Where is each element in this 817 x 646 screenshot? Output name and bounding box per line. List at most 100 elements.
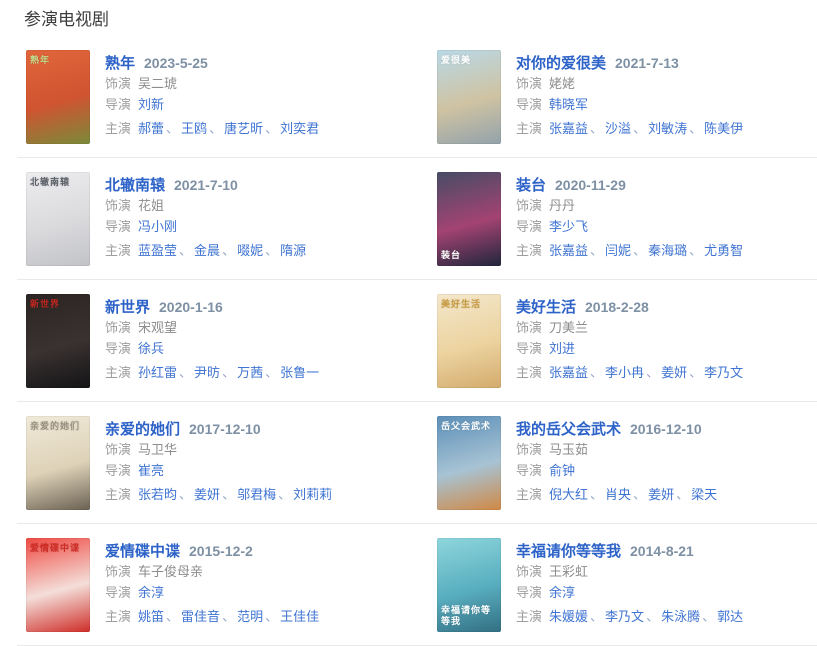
person-link[interactable]: 秦海璐 — [648, 243, 688, 258]
drama-poster[interactable]: 北辙南辕 — [26, 172, 90, 266]
title-line: 北辙南辕 2021-7-10 — [105, 176, 406, 195]
drama-poster[interactable]: 美好生活 — [437, 294, 501, 388]
starring-links: 张嘉益、李小冉、姜妍、李乃文 — [549, 365, 743, 380]
person-link[interactable]: 孙红雷 — [138, 365, 178, 380]
person-link[interactable]: 刘奕君 — [280, 121, 320, 136]
drama-card: 亲爱的她们 亲爱的她们 2017-12-10 饰演 马卫华 导演 崔亮 主演 张若昀、姜… — [26, 402, 406, 523]
person-link[interactable]: 姜妍 — [648, 487, 675, 502]
person-link[interactable]: 啜妮 — [237, 243, 264, 258]
person-link[interactable]: 隋源 — [280, 243, 307, 258]
person-link[interactable]: 沙溢 — [605, 121, 632, 136]
poster-title-text: 幸福请你等等我 — [441, 605, 492, 626]
person-link[interactable]: 尤勇智 — [704, 243, 744, 258]
person-link[interactable]: 万茜 — [237, 365, 264, 380]
drama-title-link[interactable]: 我的岳父会武术 — [516, 421, 622, 438]
person-link[interactable]: 陈美伊 — [704, 121, 744, 136]
person-link[interactable]: 朱媛媛 — [549, 609, 589, 624]
drama-title-link[interactable]: 幸福请你等等我 — [516, 543, 622, 560]
drama-title-link[interactable]: 新世界 — [105, 299, 151, 316]
title-line: 美好生活 2018-2-28 — [516, 298, 817, 317]
role-value: 王彩虹 — [549, 564, 589, 579]
person-link[interactable]: 郝蕾 — [138, 121, 165, 136]
starring-line: 主演 倪大红、肖央、姜妍、梁天 — [516, 484, 817, 505]
drama-poster[interactable]: 岳父会武术 — [437, 416, 501, 510]
role-line: 饰演 王彩虹 — [516, 561, 817, 582]
drama-title-link[interactable]: 装台 — [516, 177, 547, 194]
person-link[interactable]: 姚笛 — [138, 609, 165, 624]
person-link[interactable]: 唐艺昕 — [224, 121, 264, 136]
drama-card: 幸福请你等等我 幸福请你等等我 2014-8-21 饰演 王彩虹 导演 余淳 主演 朱媛… — [437, 524, 817, 645]
poster-title-text: 美好生活 — [441, 299, 482, 309]
person-link[interactable]: 刘莉莉 — [293, 487, 333, 502]
drama-poster[interactable]: 幸福请你等等我 — [437, 538, 501, 632]
person-link[interactable]: 范明 — [237, 609, 264, 624]
director-line: 导演 徐兵 — [105, 338, 406, 359]
person-link[interactable]: 雷佳音 — [181, 609, 221, 624]
person-link[interactable]: 金晨 — [194, 243, 221, 258]
drama-poster[interactable]: 装台 — [437, 172, 501, 266]
person-link[interactable]: 尹昉 — [194, 365, 221, 380]
person-link[interactable]: 姜妍 — [661, 365, 688, 380]
person-link[interactable]: 李乃文 — [605, 609, 645, 624]
drama-title-link[interactable]: 北辙南辕 — [105, 177, 166, 194]
person-link[interactable]: 徐兵 — [138, 341, 165, 356]
person-link[interactable]: 俞钟 — [549, 463, 576, 478]
drama-row: 熟年 熟年 2023-5-25 饰演 吴二琥 导演 刘新 主演 郝蕾、王鸥、唐艺昕、刘奕… — [17, 36, 817, 158]
drama-release-date: 2023-5-25 — [144, 55, 208, 71]
name-separator: 、 — [590, 609, 604, 624]
person-link[interactable]: 刘新 — [138, 97, 165, 112]
name-separator: 、 — [689, 243, 703, 258]
person-link[interactable]: 张鲁一 — [280, 365, 320, 380]
role-line: 饰演 花姐 — [105, 195, 406, 216]
drama-title-link[interactable]: 对你的爱很美 — [516, 55, 607, 72]
drama-title-link[interactable]: 美好生活 — [516, 299, 577, 316]
starring-links: 姚笛、雷佳音、范明、王佳佳 — [138, 609, 319, 624]
person-link[interactable]: 王鸥 — [181, 121, 208, 136]
person-link[interactable]: 张若昀 — [138, 487, 178, 502]
drama-title-link[interactable]: 熟年 — [105, 55, 136, 72]
person-link[interactable]: 朱泳腾 — [661, 609, 701, 624]
drama-poster[interactable]: 爱情碟中谍 — [26, 538, 90, 632]
person-link[interactable]: 刘敏涛 — [648, 121, 688, 136]
drama-poster[interactable]: 亲爱的她们 — [26, 416, 90, 510]
drama-card: 爱很美 对你的爱很美 2021-7-13 饰演 姥姥 导演 韩晓军 主演 张嘉益、沙溢、… — [437, 36, 817, 157]
person-link[interactable]: 张嘉益 — [549, 121, 589, 136]
starring-line: 主演 郝蕾、王鸥、唐艺昕、刘奕君 — [105, 118, 406, 139]
role-label: 饰演 — [516, 564, 543, 579]
drama-poster[interactable]: 熟年 — [26, 50, 90, 144]
drama-info: 新世界 2020-1-16 饰演 宋观望 导演 徐兵 主演 孙红雷、尹昉、万茜、张鲁一 — [105, 294, 406, 388]
person-link[interactable]: 李乃文 — [704, 365, 744, 380]
person-link[interactable]: 韩晓军 — [549, 97, 589, 112]
director-links: 李少飞 — [549, 219, 588, 234]
starring-links: 张嘉益、闫妮、秦海璐、尤勇智 — [549, 243, 743, 258]
role-label: 饰演 — [516, 198, 543, 213]
person-link[interactable]: 邬君梅 — [237, 487, 277, 502]
name-separator: 、 — [265, 609, 279, 624]
director-links: 俞钟 — [549, 463, 575, 478]
person-link[interactable]: 崔亮 — [138, 463, 165, 478]
person-link[interactable]: 刘进 — [549, 341, 576, 356]
drama-title-link[interactable]: 爱情碟中谍 — [105, 543, 181, 560]
starring-links: 郝蕾、王鸥、唐艺昕、刘奕君 — [138, 121, 319, 136]
drama-release-date: 2020-11-29 — [555, 177, 626, 193]
person-link[interactable]: 姜妍 — [194, 487, 221, 502]
role-value: 刀美兰 — [549, 320, 589, 335]
person-link[interactable]: 张嘉益 — [549, 365, 589, 380]
person-link[interactable]: 李小冉 — [605, 365, 645, 380]
drama-title-link[interactable]: 亲爱的她们 — [105, 421, 181, 438]
person-link[interactable]: 闫妮 — [605, 243, 632, 258]
person-link[interactable]: 余淳 — [549, 585, 576, 600]
person-link[interactable]: 梁天 — [691, 487, 718, 502]
person-link[interactable]: 肖央 — [605, 487, 632, 502]
person-link[interactable]: 冯小刚 — [138, 219, 178, 234]
person-link[interactable]: 王佳佳 — [280, 609, 320, 624]
drama-poster[interactable]: 新世界 — [26, 294, 90, 388]
person-link[interactable]: 倪大红 — [549, 487, 589, 502]
person-link[interactable]: 李少飞 — [549, 219, 589, 234]
person-link[interactable]: 张嘉益 — [549, 243, 589, 258]
person-link[interactable]: 蓝盈莹 — [138, 243, 178, 258]
drama-release-date: 2015-12-2 — [189, 543, 253, 559]
person-link[interactable]: 郭达 — [717, 609, 744, 624]
person-link[interactable]: 余淳 — [138, 585, 165, 600]
drama-poster[interactable]: 爱很美 — [437, 50, 501, 144]
